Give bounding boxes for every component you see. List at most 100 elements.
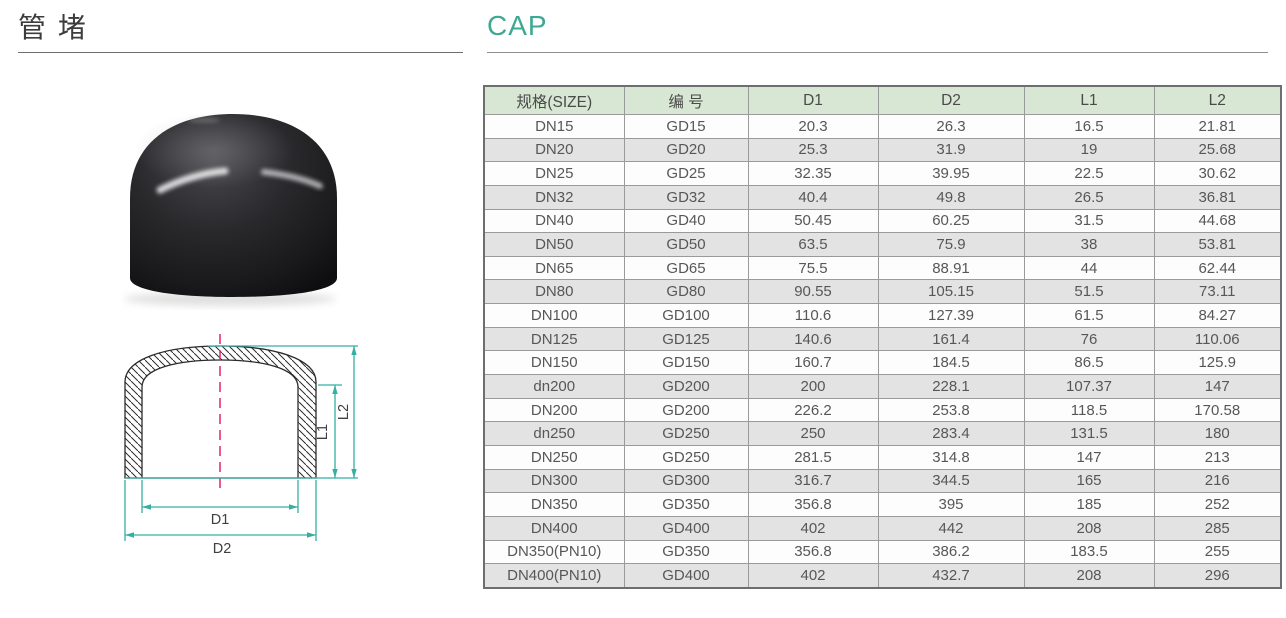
dimension-lines — [124, 345, 358, 541]
table-cell: 160.7 — [747, 350, 879, 376]
table-cell: 26.5 — [1023, 184, 1155, 210]
table-cell: dn200 — [483, 374, 625, 399]
table-cell: 22.5 — [1023, 161, 1155, 186]
table-row: DN15 GD15 20.3 26.3 16.5 21.81 — [483, 114, 1282, 139]
table-cell: 40.4 — [747, 184, 879, 210]
cap-wall-section — [124, 345, 317, 479]
table-row: DN350 GD350 356.8 395 185 252 — [483, 492, 1282, 517]
table-cell: 73.11 — [1153, 279, 1282, 305]
table-cell: 88.91 — [877, 255, 1025, 281]
table-cell: 281.5 — [747, 444, 879, 470]
table-cell: 49.8 — [877, 184, 1025, 210]
cap-section-drawing: D1 D2 L1 L2 — [124, 334, 358, 557]
table-row: DN125 GD125 140.6 161.4 76 110.06 — [483, 326, 1282, 352]
table-row: DN100 GD100 110.6 127.39 61.5 84.27 — [483, 303, 1282, 328]
page-title-chinese: 管 堵 — [18, 12, 88, 43]
table-cell: 131.5 — [1023, 421, 1155, 446]
table-cell: GD250 — [623, 444, 749, 470]
technical-drawing: D1 D2 L1 L2 — [110, 332, 370, 572]
table-cell: DN200 — [483, 397, 625, 423]
table-cell: GD20 — [623, 137, 749, 163]
table-cell: 63.5 — [747, 232, 879, 257]
table-cell: 255 — [1153, 539, 1282, 565]
table-cell: GD40 — [623, 208, 749, 234]
table-cell: 31.5 — [1023, 208, 1155, 234]
table-cell: DN20 — [483, 137, 625, 163]
table-cell: 44.68 — [1153, 208, 1282, 234]
table-cell: DN250 — [483, 444, 625, 470]
table-cell: 86.5 — [1023, 350, 1155, 376]
table-row: DN65 GD65 75.5 88.91 44 62.44 — [483, 255, 1282, 281]
table-cell: 19 — [1023, 137, 1155, 163]
table-cell: 213 — [1153, 444, 1282, 470]
table-row: DN400(PN10) GD400 402 432.7 208 296 — [483, 563, 1282, 589]
table-cell: 51.5 — [1023, 279, 1155, 305]
table-cell: 50.45 — [747, 208, 879, 234]
table-cell: GD125 — [623, 326, 749, 352]
table-cell: 356.8 — [747, 492, 879, 517]
table-cell: GD100 — [623, 303, 749, 328]
table-cell: 165 — [1023, 468, 1155, 494]
table-row: DN80 GD80 90.55 105.15 51.5 73.11 — [483, 279, 1282, 305]
table-cell: DN80 — [483, 279, 625, 305]
table-cell: 216 — [1153, 468, 1282, 494]
table-cell: 316.7 — [747, 468, 879, 494]
table-cell: 61.5 — [1023, 303, 1155, 328]
table-cell: DN400 — [483, 515, 625, 541]
table-row: DN150 GD150 160.7 184.5 86.5 125.9 — [483, 350, 1282, 376]
table-cell: GD65 — [623, 255, 749, 281]
product-photo — [112, 98, 347, 310]
table-cell: 60.25 — [877, 208, 1025, 234]
table-cell: 147 — [1153, 374, 1282, 399]
table-cell: 200 — [747, 374, 879, 399]
table-cell: DN25 — [483, 161, 625, 186]
table-cell: 30.62 — [1153, 161, 1282, 186]
table-cell: 75.5 — [747, 255, 879, 281]
table-cell: 442 — [877, 515, 1025, 541]
table-row: DN50 GD50 63.5 75.9 38 53.81 — [483, 232, 1282, 257]
dimension-label-d1: D1 — [211, 512, 230, 528]
table-cell: GD300 — [623, 468, 749, 494]
table-cell: DN350(PN10) — [483, 539, 625, 565]
table-cell: 125.9 — [1153, 350, 1282, 376]
table-cell: 395 — [877, 492, 1025, 517]
table-cell: 314.8 — [877, 444, 1025, 470]
cap-highlight-left — [156, 167, 229, 194]
table-row: DN32 GD32 40.4 49.8 26.5 36.81 — [483, 184, 1282, 210]
table-cell: GD200 — [623, 397, 749, 423]
table-cell: 25.68 — [1153, 137, 1282, 163]
table-cell: GD15 — [623, 114, 749, 139]
table-row: DN40 GD40 50.45 60.25 31.5 44.68 — [483, 208, 1282, 234]
table-cell: 180 — [1153, 421, 1282, 446]
table-cell: 140.6 — [747, 326, 879, 352]
header-row: 规格(SIZE) 编 号 D1 D2 L1 L2 — [483, 85, 1282, 115]
table-cell: 402 — [747, 515, 879, 541]
table-cell: DN350 — [483, 492, 625, 517]
table-row: DN250 GD250 281.5 314.8 147 213 — [483, 444, 1282, 470]
table-cell: GD350 — [623, 492, 749, 517]
cap-dome-sheen — [134, 112, 294, 188]
table-cell: 53.81 — [1153, 232, 1282, 257]
table-cell: 127.39 — [877, 303, 1025, 328]
table-cell: 252 — [1153, 492, 1282, 517]
pipe-cap-photo-illustration — [124, 112, 337, 306]
table-cell: 228.1 — [877, 374, 1025, 399]
table-cell: 44 — [1023, 255, 1155, 281]
table-cell: 39.95 — [877, 161, 1025, 186]
table-row: DN200 GD200 226.2 253.8 118.5 170.58 — [483, 397, 1282, 423]
title-underline-right — [487, 52, 1268, 53]
table-cell: GD50 — [623, 232, 749, 257]
table-cell: DN150 — [483, 350, 625, 376]
table-cell: DN32 — [483, 184, 625, 210]
table-cell: 185 — [1023, 492, 1155, 517]
table-cell: 184.5 — [877, 350, 1025, 376]
table-cell: 208 — [1023, 515, 1155, 541]
table-row: dn250 GD250 250 283.4 131.5 180 — [483, 421, 1282, 446]
table-cell: DN40 — [483, 208, 625, 234]
table-cell: 253.8 — [877, 397, 1025, 423]
dimension-arrows — [125, 346, 357, 538]
table-cell: DN15 — [483, 114, 625, 139]
table-cell: 110.06 — [1153, 326, 1282, 352]
table-cell: 432.7 — [877, 563, 1025, 589]
table-cell: GD250 — [623, 421, 749, 446]
